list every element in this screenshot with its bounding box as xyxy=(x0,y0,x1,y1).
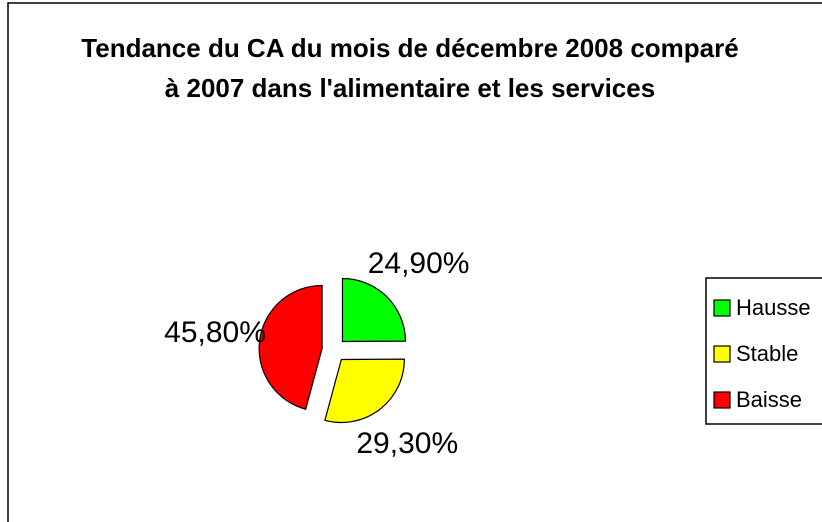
legend-swatch xyxy=(713,391,731,409)
chart-frame xyxy=(7,2,822,522)
pie-slice xyxy=(258,284,323,410)
chart-title: Tendance du CA du mois de décembre 2008 … xyxy=(81,33,739,103)
legend-swatch xyxy=(713,345,731,363)
legend-swatch xyxy=(713,299,731,317)
data-label: 24,90% xyxy=(368,247,470,280)
legend-label: Stable xyxy=(736,341,798,366)
pie-slice xyxy=(341,277,407,343)
pie-slice xyxy=(324,358,405,424)
data-label: 29,30% xyxy=(356,427,458,460)
legend-label: Baisse xyxy=(736,387,802,412)
data-label: 45,80% xyxy=(164,316,266,349)
legend-label: Hausse xyxy=(736,295,811,320)
